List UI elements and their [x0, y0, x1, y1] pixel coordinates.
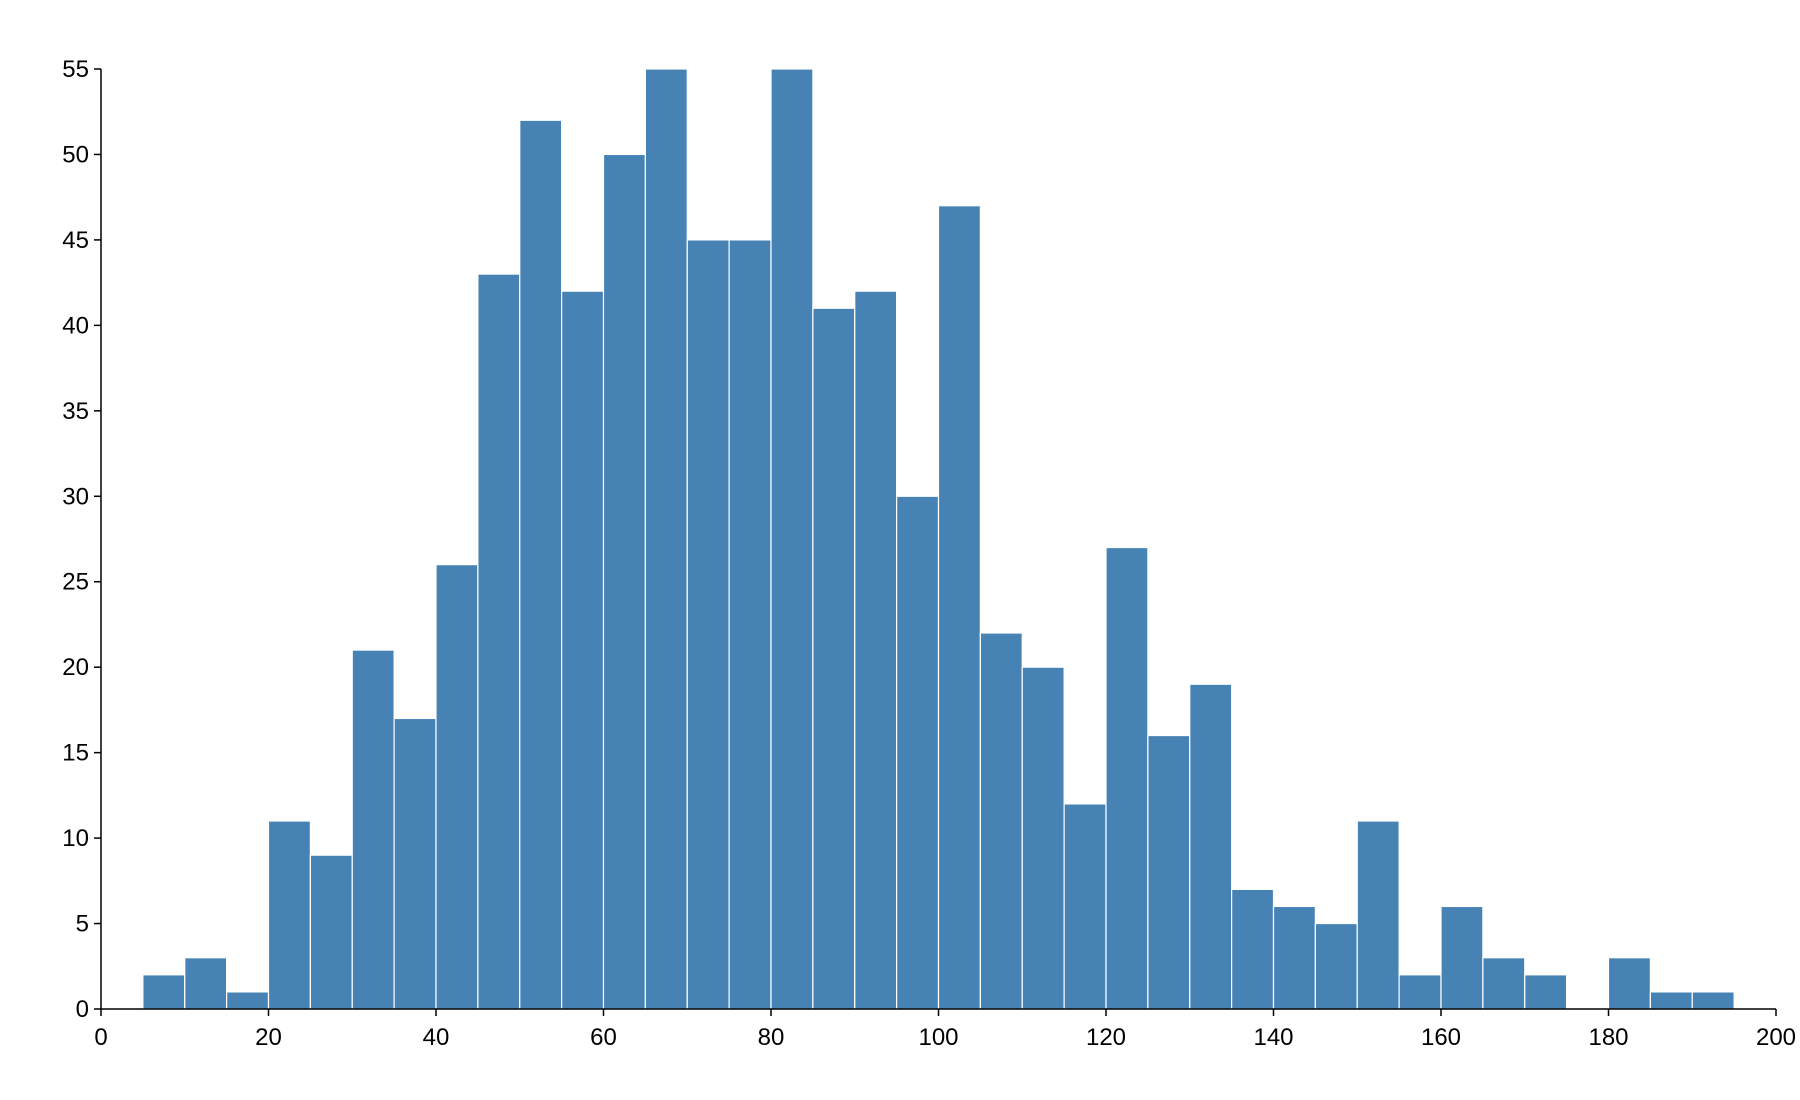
bar	[1482, 957, 1526, 1010]
bar	[937, 205, 981, 1010]
bar	[309, 854, 353, 1010]
x-tick-label: 80	[758, 1024, 785, 1051]
bar	[854, 290, 898, 1010]
bar	[226, 991, 270, 1010]
y-tick-label: 10	[62, 825, 89, 852]
bar	[602, 153, 646, 1010]
bar	[896, 495, 940, 1010]
x-tick-label: 120	[1086, 1024, 1126, 1051]
y-tick-label: 35	[62, 398, 89, 425]
bar	[1524, 974, 1568, 1010]
x-tick-label: 0	[94, 1024, 107, 1051]
bar	[728, 239, 772, 1010]
bar	[1440, 905, 1484, 1010]
bar	[267, 820, 311, 1010]
y-tick-label: 25	[62, 569, 89, 596]
bar	[1231, 888, 1275, 1010]
bar	[1649, 991, 1693, 1010]
x-tick-label: 40	[423, 1024, 450, 1051]
bar	[1272, 905, 1316, 1010]
bar	[1063, 803, 1107, 1010]
x-tick-label: 160	[1421, 1024, 1461, 1051]
bar	[686, 239, 730, 1010]
bar	[1691, 991, 1735, 1010]
x-tick-label: 60	[590, 1024, 617, 1051]
bar	[1105, 546, 1149, 1010]
bar	[142, 974, 186, 1010]
bar	[1021, 666, 1065, 1010]
y-tick-label: 5	[76, 911, 89, 938]
x-tick-label: 180	[1588, 1024, 1628, 1051]
y-tick-label: 55	[62, 56, 89, 83]
bar	[1314, 922, 1358, 1010]
bar	[393, 717, 437, 1010]
x-tick-label: 20	[255, 1024, 282, 1051]
y-tick-label: 50	[62, 141, 89, 168]
bar	[1398, 974, 1442, 1010]
bar	[979, 632, 1023, 1010]
bar	[812, 307, 856, 1010]
y-tick-label: 0	[76, 996, 89, 1023]
x-tick-label: 140	[1253, 1024, 1293, 1051]
bar	[519, 119, 563, 1010]
bar	[351, 649, 395, 1010]
y-tick-label: 30	[62, 483, 89, 510]
y-tick-label: 20	[62, 654, 89, 681]
bar	[184, 957, 228, 1010]
bar	[1607, 957, 1651, 1010]
y-tick-label: 45	[62, 227, 89, 254]
x-tick-label: 100	[918, 1024, 958, 1051]
bar	[1147, 734, 1191, 1010]
bar	[644, 68, 688, 1010]
bar	[1356, 820, 1400, 1010]
bar	[477, 273, 521, 1010]
bar	[561, 290, 605, 1010]
bar	[770, 68, 814, 1010]
bar	[435, 564, 479, 1010]
x-tick-label: 200	[1756, 1024, 1796, 1051]
y-tick-label: 15	[62, 740, 89, 767]
y-tick-label: 40	[62, 312, 89, 339]
bar	[1189, 683, 1233, 1010]
